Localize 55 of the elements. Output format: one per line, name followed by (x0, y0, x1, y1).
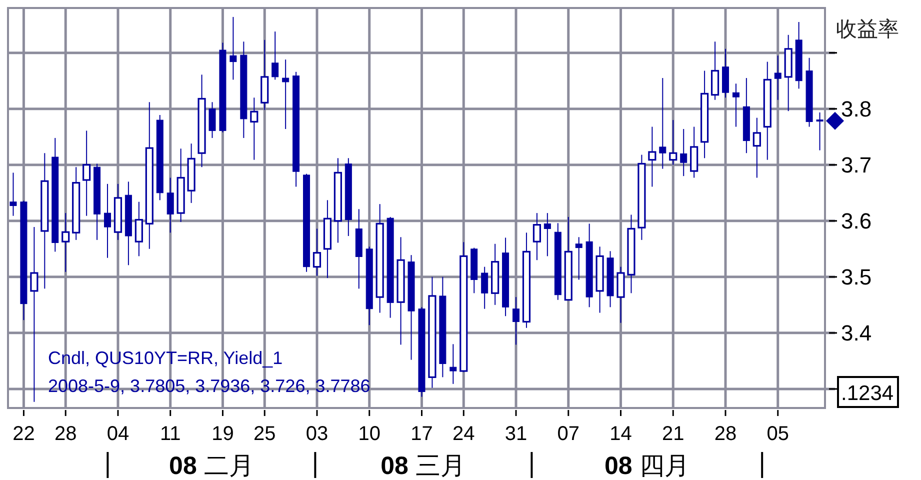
candlestick (512, 296, 520, 346)
x-tick-label: 31 (504, 423, 528, 445)
x-tick-label: 07 (557, 423, 580, 445)
candlestick (575, 236, 582, 280)
y-tick-label: 3.6 (841, 208, 872, 234)
text: .1234 (841, 382, 894, 405)
candlestick (752, 117, 761, 178)
candlestick (732, 83, 740, 128)
candlestick (481, 266, 488, 310)
x-tick-label: 25 (253, 423, 276, 445)
y-tick-label: 3.5 (841, 264, 872, 290)
candlestick (450, 344, 457, 384)
candlestick (544, 212, 551, 257)
x-tick-label: 10 (358, 423, 380, 445)
text: 08 四月 (604, 452, 690, 480)
x-tick-label: 21 (662, 423, 684, 445)
x-tick-label: 04 (106, 423, 130, 445)
candlestick (250, 97, 258, 160)
candlestick (680, 128, 688, 177)
y-tick-label: 3.4 (841, 320, 872, 346)
candlestick (774, 55, 782, 100)
y-axis-title: 收益率 (836, 18, 899, 41)
x-tick-label: 28 (54, 423, 77, 445)
candlestick (10, 172, 17, 216)
x-tick-label: 28 (714, 423, 737, 445)
candlestick (82, 130, 91, 216)
candlestick (104, 183, 112, 258)
x-tick-label: 11 (160, 423, 181, 445)
candlestick (272, 31, 279, 80)
candlestick (816, 112, 824, 151)
text: 08 二月 (169, 452, 254, 480)
candlestick (230, 16, 237, 80)
annotation: Cndl, QUS10YT=RR, Yield_1 (48, 348, 283, 368)
x-tick-label: 22 (12, 423, 35, 445)
candlestick (134, 201, 143, 257)
candlestick (648, 126, 656, 188)
candlestick (312, 228, 322, 276)
x-tick-label: 05 (766, 423, 789, 445)
candlestick (282, 59, 290, 130)
candlestick (30, 226, 38, 402)
y-tick-label: 3.7 (841, 152, 872, 178)
y-tick-label: 3.8 (841, 96, 872, 122)
candlestick (208, 102, 216, 138)
candlestick (669, 120, 678, 166)
text: 08 三月 (380, 452, 466, 480)
candlestick (659, 78, 666, 170)
annotation: 2008-5-9, 3.7805, 3.7936, 3.726, 3.7786 (48, 376, 370, 396)
candlestick (166, 177, 174, 234)
candlestick (62, 212, 70, 272)
x-tick-label: 24 (452, 423, 475, 445)
x-tick-label: 17 (410, 423, 433, 445)
x-tick-label: 19 (212, 423, 234, 445)
x-tick-label: 03 (306, 423, 328, 445)
candlestick (532, 212, 541, 261)
x-tick-label: 14 (610, 423, 632, 445)
